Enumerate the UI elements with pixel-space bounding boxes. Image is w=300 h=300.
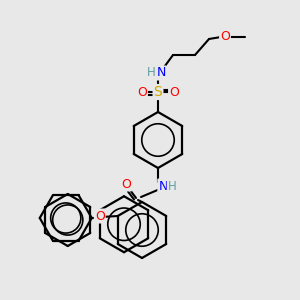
Text: N: N xyxy=(156,67,166,80)
Text: O: O xyxy=(137,85,147,98)
Text: S: S xyxy=(154,85,162,99)
Text: N: N xyxy=(158,179,168,193)
Text: O: O xyxy=(95,209,105,223)
Text: O: O xyxy=(220,31,230,44)
Text: H: H xyxy=(147,67,155,80)
Text: O: O xyxy=(169,85,179,98)
Text: O: O xyxy=(121,178,131,190)
Text: H: H xyxy=(168,179,176,193)
